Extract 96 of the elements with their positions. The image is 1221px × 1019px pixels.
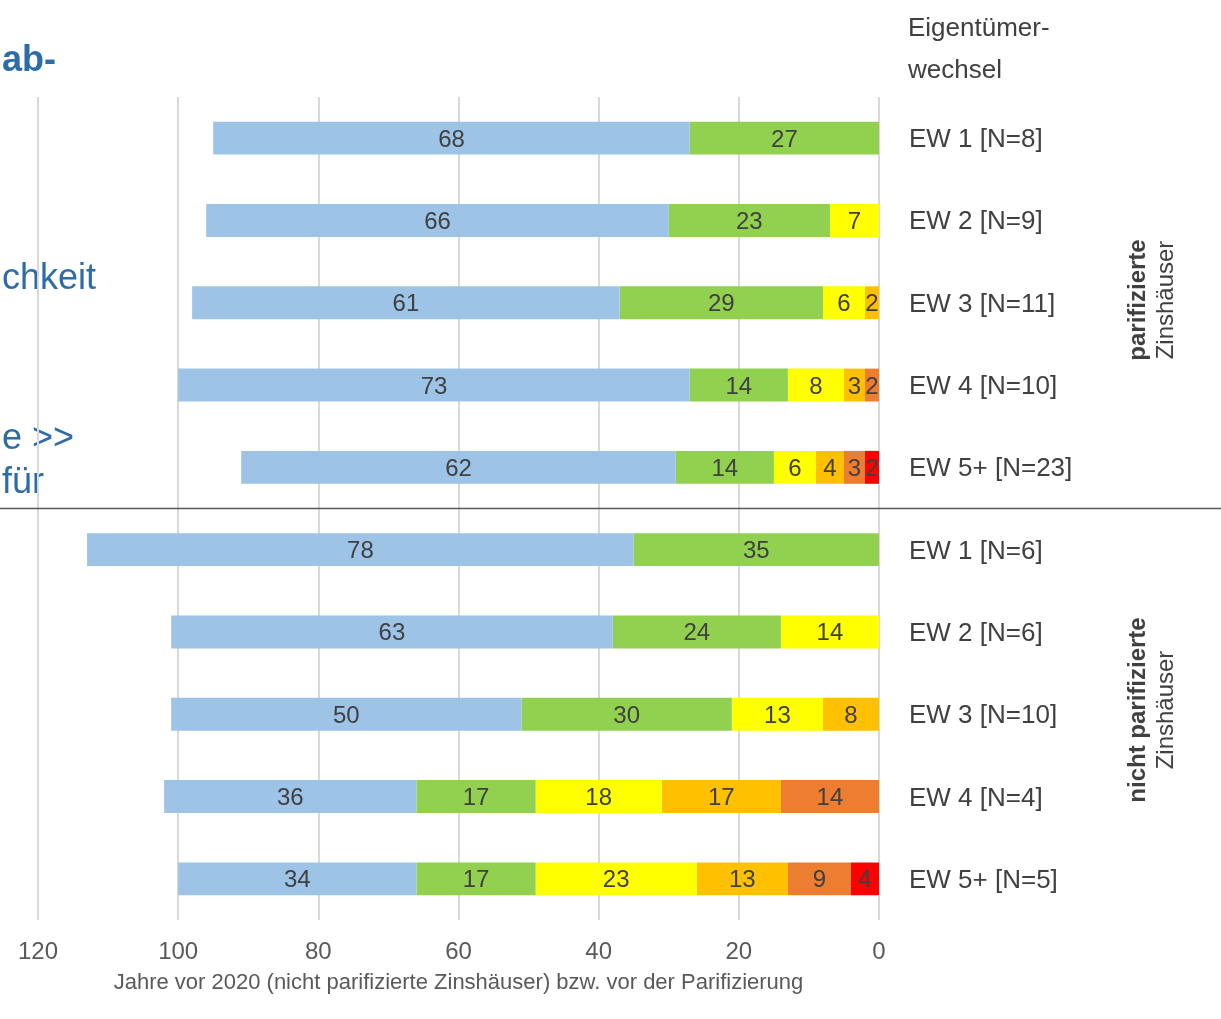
data-label: 8	[844, 700, 858, 728]
bar	[731, 697, 823, 731]
bar	[689, 121, 879, 155]
text: nicht parifizierte Zinshäuser	[1122, 617, 1178, 803]
y-tick-label: EW 4 [N=10]	[909, 370, 1058, 401]
data-label: 14	[816, 618, 844, 646]
data-label: 14	[816, 783, 844, 811]
bar	[206, 203, 669, 237]
y-tick-label: EW 2 [N=9]	[909, 205, 1043, 236]
data-label: 68	[438, 124, 465, 152]
bar	[241, 450, 676, 484]
y-tick-label: EW 3 [N=10]	[909, 699, 1058, 730]
bar	[633, 533, 879, 567]
text: parifizierte Zinshäuser	[1122, 239, 1178, 361]
data-label: 17	[707, 783, 735, 811]
data-label: 73	[420, 371, 448, 399]
data-label: 17	[462, 865, 490, 893]
bar	[675, 450, 774, 484]
data-label: 3	[847, 453, 862, 481]
x-tick-label: 0	[872, 936, 886, 964]
data-label: 61	[392, 289, 420, 317]
data-label: 35	[743, 536, 770, 564]
data-label: 23	[602, 865, 630, 893]
data-label: 29	[707, 289, 735, 317]
bar	[787, 862, 851, 896]
data-label: 13	[728, 865, 756, 893]
bar	[416, 862, 536, 896]
data-label: 34	[283, 865, 311, 893]
x-tick-label: 60	[445, 936, 472, 964]
data-label: 4	[823, 453, 837, 481]
y-tick-label: EW 4 [N=4]	[909, 781, 1043, 812]
bar	[661, 780, 781, 814]
data-label: 9	[812, 865, 827, 893]
bar	[787, 368, 844, 402]
data-label: 2	[865, 371, 879, 399]
x-axis-title: Jahre vor 2020 (nicht parifizierte Zinshäuser) bzw. vor der Parifizierung	[113, 968, 804, 994]
data-label: 24	[683, 618, 711, 646]
data-label: 63	[378, 618, 406, 646]
data-label: 30	[613, 700, 641, 728]
data-label: 3	[847, 371, 862, 399]
data-label: 4	[858, 865, 872, 893]
y-tick-label: EW 5+ [N=5]	[909, 863, 1058, 894]
bar	[178, 862, 417, 896]
bar	[822, 286, 865, 320]
bar	[164, 780, 417, 814]
y-tick-label: EW 2 [N=6]	[909, 616, 1043, 647]
data-label: 14	[725, 371, 753, 399]
data-label: 23	[735, 206, 763, 234]
bar	[192, 286, 620, 320]
bar	[213, 121, 690, 155]
x-tick-label: 80	[304, 936, 332, 964]
bar	[689, 368, 788, 402]
data-label: 7	[847, 206, 862, 234]
x-tick-label: 40	[585, 936, 613, 964]
bar	[822, 697, 879, 731]
data-label: 27	[771, 124, 798, 152]
bar	[668, 203, 830, 237]
bar	[696, 862, 788, 896]
y-tick-label: EW 5+ [N=23]	[909, 452, 1073, 483]
bar	[829, 203, 879, 237]
bar	[171, 615, 613, 649]
data-label: 8	[809, 371, 823, 399]
data-label: 13	[764, 700, 791, 728]
data-label: 50	[333, 700, 360, 728]
bar	[780, 780, 879, 814]
bar	[87, 533, 634, 567]
data-label: 2	[865, 289, 879, 317]
data-label: 62	[445, 453, 472, 481]
x-tick-label: 100	[158, 936, 199, 964]
y-tick-label: EW 3 [N=11]	[909, 287, 1056, 318]
data-label: 6	[788, 453, 802, 481]
y-tick-label: EW 1 [N=6]	[909, 534, 1043, 565]
bar	[612, 615, 781, 649]
data-label: 14	[711, 453, 739, 481]
data-label: 66	[424, 206, 451, 234]
text: ab-	[2, 37, 56, 79]
y-axis-title: Eigentümer- wechsel	[907, 12, 1050, 84]
data-label: 17	[462, 783, 490, 811]
bar	[416, 780, 536, 814]
y-tick-label: EW 1 [N=8]	[909, 123, 1043, 154]
data-label: 6	[837, 289, 851, 317]
bar	[178, 368, 690, 402]
data-label: 78	[347, 536, 374, 564]
bar	[171, 697, 522, 731]
bar	[521, 697, 732, 731]
bar	[535, 780, 662, 814]
annotation: chkeit	[2, 255, 97, 297]
bar	[773, 450, 816, 484]
bar	[535, 862, 697, 896]
data-label: 2	[865, 453, 879, 481]
bar	[619, 286, 823, 320]
data-label: 18	[585, 783, 613, 811]
x-tick-label: 20	[725, 936, 753, 964]
x-tick-label: 120	[17, 936, 59, 964]
bar	[780, 615, 879, 649]
data-label: 36	[276, 783, 304, 811]
